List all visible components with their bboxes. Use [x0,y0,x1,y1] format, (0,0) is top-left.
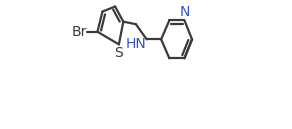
Text: N: N [179,5,190,19]
Text: S: S [114,46,123,60]
Text: Br: Br [71,25,87,39]
Text: HN: HN [125,37,146,51]
